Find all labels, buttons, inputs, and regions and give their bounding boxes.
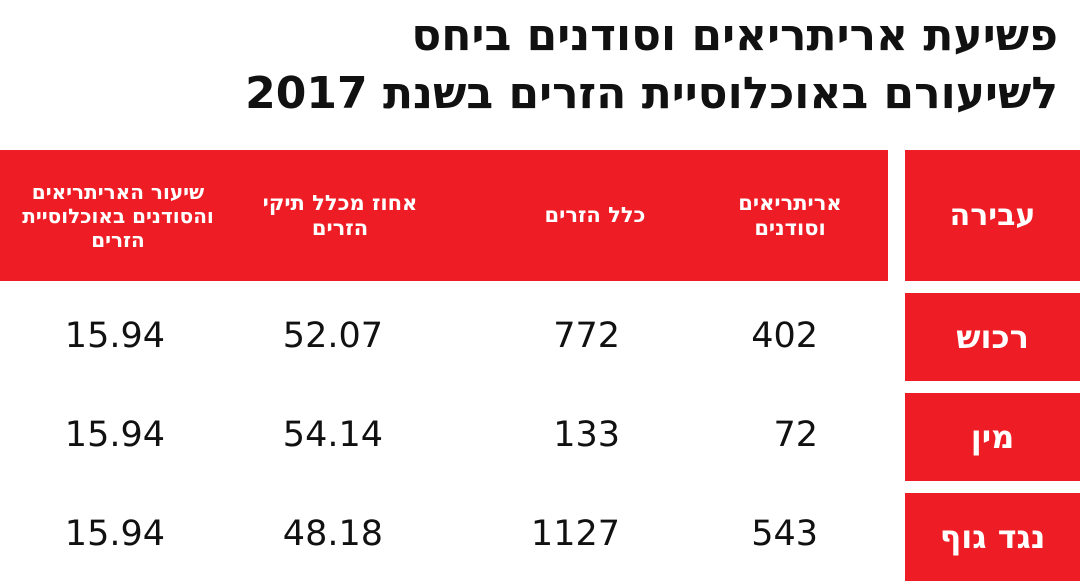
cell: 52.07 (282, 316, 383, 356)
header-bar (0, 150, 888, 281)
cell: 402 (751, 316, 818, 356)
cell: 543 (751, 514, 818, 554)
cell: 72 (773, 415, 818, 455)
row-label: מין (905, 393, 1080, 481)
column-header: שיעור האריתריאים והסודנים באוכלוסיית הזר… (22, 179, 214, 252)
column-header: עבירה (905, 150, 1080, 281)
column-header: אחוז מכלל תיקי הזרים (262, 190, 418, 240)
cell: 15.94 (64, 514, 165, 554)
row-label: נגד גוף (905, 493, 1080, 581)
column-header: כלל הזרים (544, 203, 646, 227)
column-header: אריתריאים וסודנים (738, 190, 842, 240)
title-line: לשיעורם באוכלוסיית הזרים בשנת 2017 (245, 68, 1058, 119)
cell: 133 (553, 415, 620, 455)
cell: 54.14 (282, 415, 383, 455)
row-label: רכוש (905, 293, 1080, 381)
cell: 15.94 (64, 316, 165, 356)
cell: 772 (553, 316, 620, 356)
cell: 15.94 (64, 415, 165, 455)
cell: 48.18 (282, 514, 383, 554)
title-line: פשיעת אריתריאים וסודנים ביחס (411, 10, 1058, 61)
cell: 1127 (530, 514, 620, 554)
